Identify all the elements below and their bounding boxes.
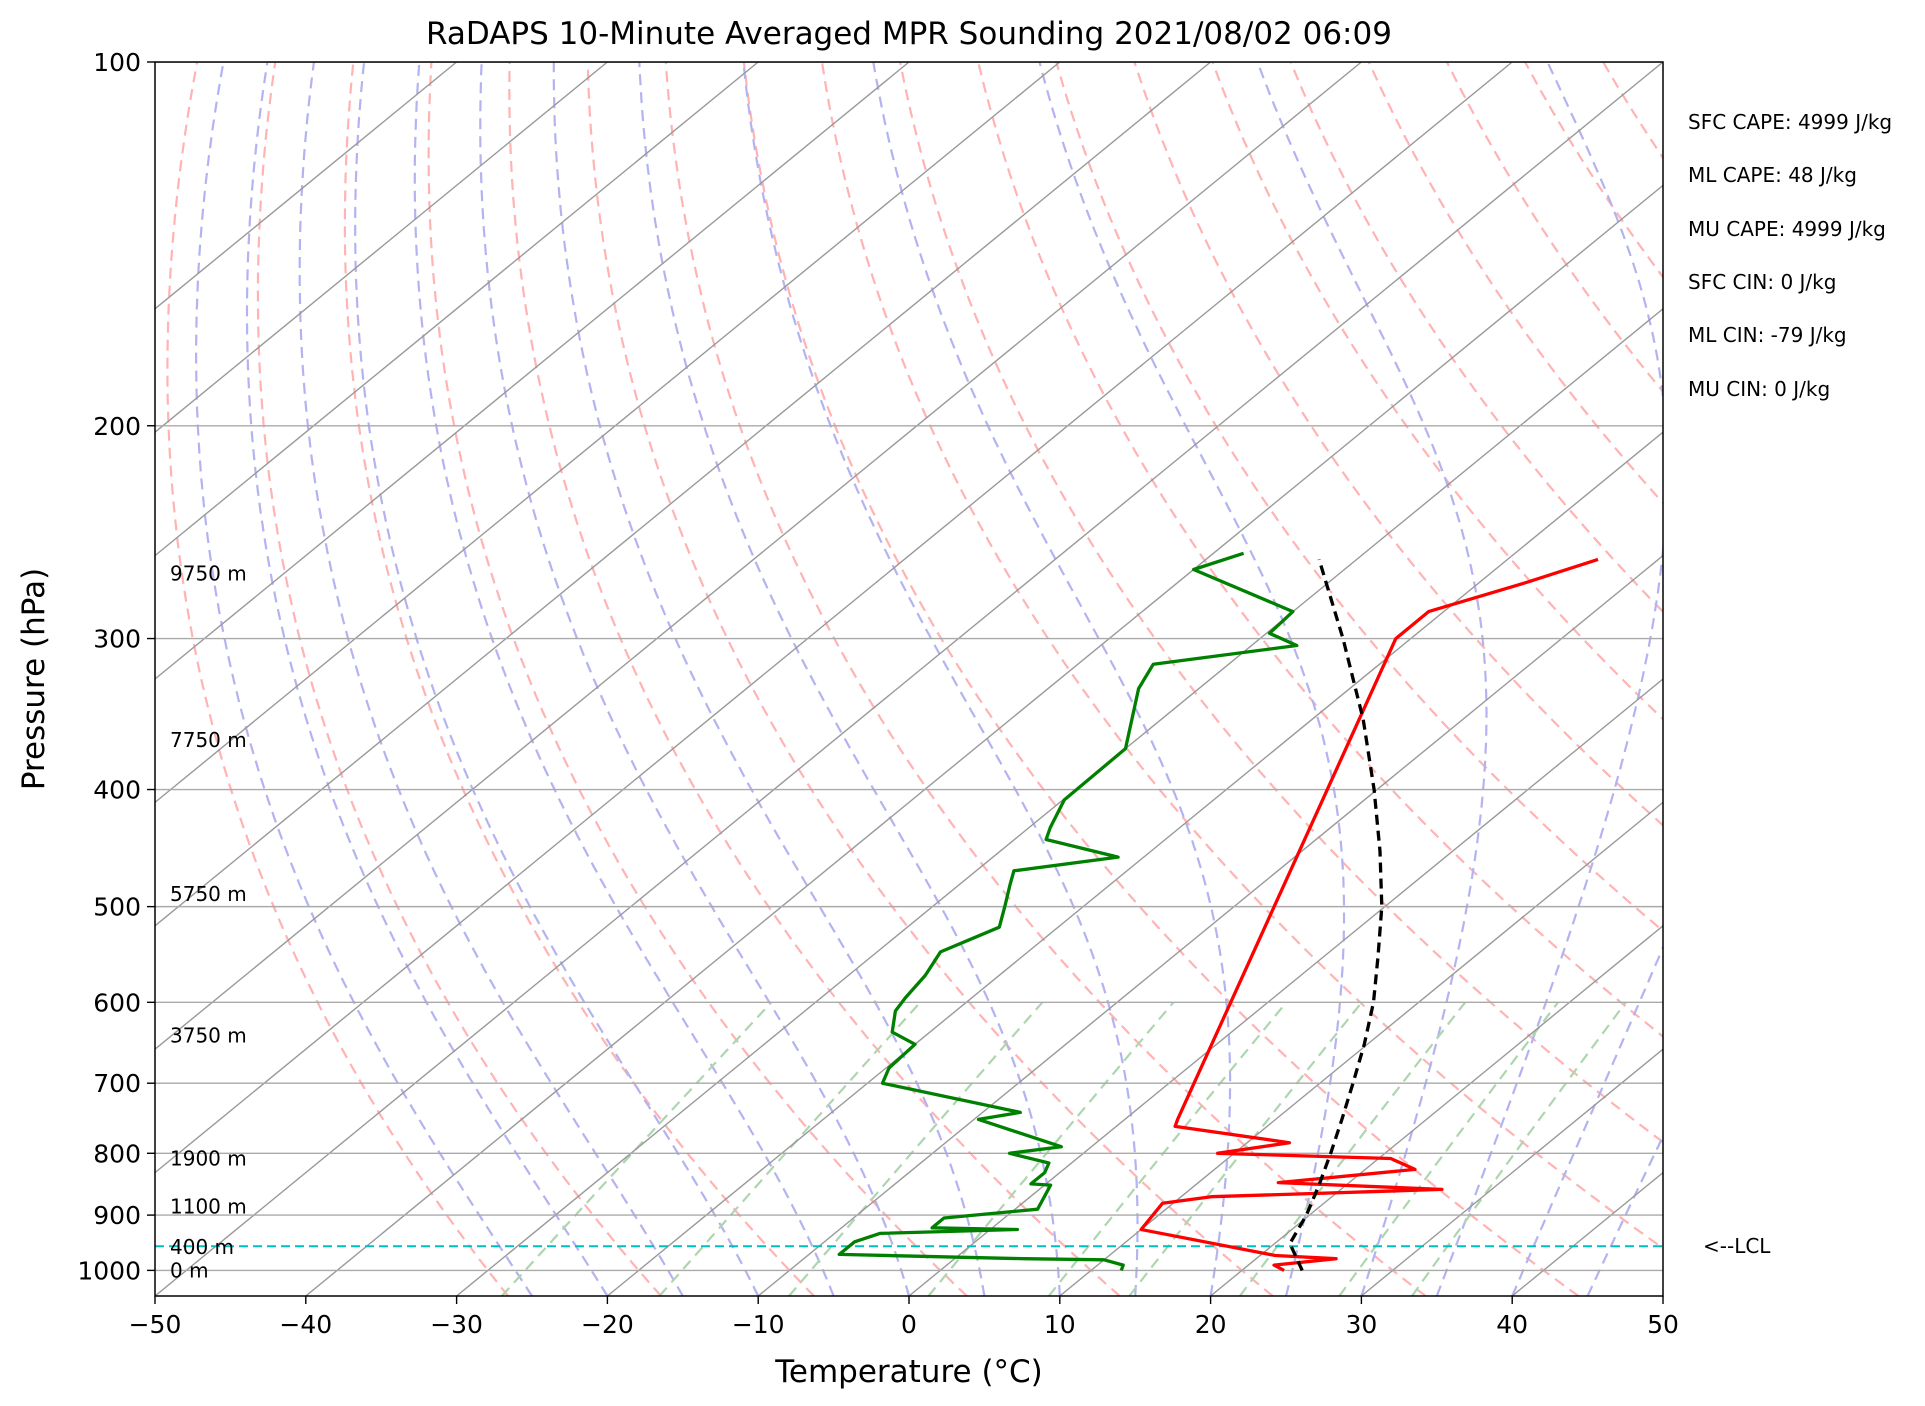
chart-title: RaDAPS 10-Minute Averaged MPR Sounding 2… [426, 16, 1392, 52]
x-axis-ticks: −50 −40 −30 −20 −10 0 10 20 30 40 50 [129, 1296, 1679, 1339]
stat-sfc-cin: SFC CIN: 0 J/kg [1688, 270, 1836, 294]
height-label: 7750 m [170, 728, 247, 752]
y-tick-label: 300 [93, 625, 141, 654]
temperature-profile [1139, 557, 1599, 1272]
stat-mu-cin: MU CIN: 0 J/kg [1688, 377, 1830, 401]
y-tick-label: 400 [93, 776, 141, 805]
isotherm-line [757, 554, 1663, 1296]
isotherm-line [908, 678, 1663, 1296]
x-tick-label: −20 [581, 1310, 634, 1339]
y-tick-label: 500 [93, 893, 141, 922]
x-tick-label: −50 [129, 1310, 182, 1339]
dry-adiabat [820, 62, 1663, 1250]
background-lines [155, 62, 1663, 1296]
x-tick-label: 20 [1195, 1310, 1227, 1339]
y-tick-label: 800 [93, 1139, 141, 1168]
moist-adiabat [298, 62, 684, 1296]
stat-mu-cape: MU CAPE: 4999 J/kg [1688, 217, 1886, 241]
x-axis-label: Temperature (°C) [774, 1354, 1043, 1390]
height-label: 5750 m [170, 882, 247, 906]
pressure-gridlines [155, 62, 1663, 1272]
stat-ml-cape: ML CAPE: 48 J/kg [1688, 163, 1857, 187]
isotherm-line [1360, 1048, 1663, 1296]
x-tick-label: 50 [1647, 1310, 1679, 1339]
dry-adiabat [1055, 62, 1663, 933]
isotherm-line [155, 62, 1513, 1174]
x-tick-label: −10 [732, 1310, 785, 1339]
isotherm-line [155, 62, 759, 557]
y-axis-label: Pressure (hPa) [16, 568, 52, 790]
x-tick-label: 10 [1044, 1310, 1076, 1339]
isotherm-line [155, 62, 910, 680]
moist-adiabat [638, 62, 1061, 1296]
dry-adiabat [664, 62, 1427, 1296]
isotherm-line [155, 62, 1061, 804]
y-tick-label: 900 [93, 1201, 141, 1230]
dry-adiabat [899, 62, 1663, 1144]
isotherm-line [155, 62, 1362, 1051]
mixing-ratio-line [501, 1001, 773, 1296]
moist-adiabat [1256, 62, 1488, 1296]
moist-adiabat [1038, 62, 1346, 1296]
mixing-ratio-line [658, 1001, 922, 1296]
profile-lines [837, 551, 1599, 1272]
height-label: 1900 m [170, 1147, 247, 1171]
mixing-ratio-line [1338, 1001, 1559, 1296]
moist-adiabat [245, 62, 609, 1296]
height-label: 400 m [170, 1235, 234, 1259]
dry-adiabat [742, 62, 1580, 1296]
dry-adiabat [256, 62, 662, 1296]
dry-adiabat [166, 62, 509, 1296]
y-tick-label: 600 [93, 988, 141, 1017]
isotherm-line [1059, 801, 1663, 1296]
x-tick-label: −40 [279, 1310, 332, 1339]
isotherm-line [155, 62, 1212, 927]
moist-adiabat [479, 62, 911, 1296]
x-tick-label: 0 [901, 1310, 917, 1339]
height-label: 3750 m [170, 1023, 247, 1047]
stat-ml-cin: ML CIN: -79 J/kg [1688, 323, 1847, 347]
lcl-label: <--LCL [1703, 1234, 1771, 1258]
isotherm-line [1210, 924, 1663, 1296]
y-tick-label: 200 [93, 412, 141, 441]
mixing-ratio-line [1047, 1001, 1288, 1296]
isotherm-line [305, 184, 1663, 1296]
moist-adiabat [1511, 944, 1663, 1296]
parcel-path [1288, 558, 1384, 1272]
moist-adiabat [195, 62, 533, 1296]
x-tick-label: 40 [1496, 1310, 1528, 1339]
y-tick-label: 100 [93, 48, 141, 77]
isotherm-line [155, 62, 608, 434]
isotherm-line [456, 307, 1663, 1296]
x-tick-label: −30 [430, 1310, 483, 1339]
x-tick-label: 30 [1345, 1310, 1377, 1339]
isotherm-line [606, 431, 1663, 1296]
moist-adiabat [413, 62, 835, 1296]
mixing-ratio-line [927, 1001, 1175, 1296]
moist-adiabat [1586, 1133, 1663, 1296]
mixing-ratio-line [788, 1001, 1044, 1296]
mixing-ratio-line [1239, 1001, 1467, 1296]
isotherm-line [155, 62, 458, 310]
dry-adiabat [586, 62, 1274, 1296]
mixing-ratio-line [1128, 1001, 1363, 1296]
stats-panel: SFC CAPE: 4999 J/kg ML CAPE: 48 J/kg MU … [1688, 110, 1892, 401]
dewpoint-profile [837, 551, 1299, 1271]
stat-sfc-cape: SFC CAPE: 4999 J/kg [1688, 110, 1892, 134]
y-tick-label: 700 [93, 1069, 141, 1098]
height-label: 9750 m [170, 561, 247, 585]
moist-adiabat [1435, 62, 1663, 1296]
y-tick-label: 1000 [77, 1256, 141, 1285]
height-label: 0 m [170, 1258, 209, 1282]
height-label: 1100 m [170, 1194, 247, 1218]
y-axis-ticks: 1000 900 800 700 600 500 400 300 200 100 [77, 48, 155, 1285]
dry-adiabat [1133, 62, 1663, 827]
isotherm-line [155, 62, 1663, 1296]
moist-adiabat [552, 62, 986, 1296]
